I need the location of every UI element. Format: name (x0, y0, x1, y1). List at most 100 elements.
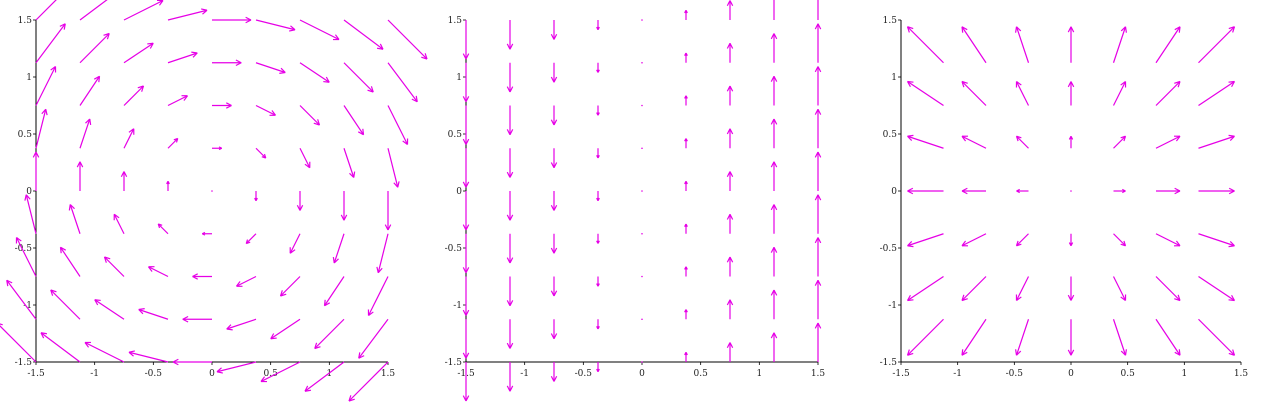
vector-arrow (726, 0, 734, 20)
y-tick-label: 1.5 (18, 16, 33, 26)
vector-arrow (384, 191, 392, 231)
x-tick-label: 0.5 (694, 369, 709, 379)
vector-arrow (192, 273, 212, 280)
vector-arrow (506, 62, 514, 93)
vector-arrow (906, 26, 944, 64)
vector-arrow (641, 361, 643, 363)
vector-arrow (255, 104, 276, 116)
vector-arrow (726, 256, 734, 277)
vector-arrow (814, 66, 822, 106)
vector-arrow (462, 362, 470, 402)
vector-arrow (726, 213, 734, 234)
vector-arrow (343, 62, 374, 93)
vector-arrow (506, 20, 514, 50)
vector-arrow (596, 276, 600, 287)
y-tick-label: 0 (891, 187, 897, 197)
vector-arrow (550, 276, 558, 297)
vector-arrow (1015, 233, 1029, 247)
vector-arrow (299, 105, 321, 126)
vector-arrow (167, 8, 208, 21)
vector-arrow (462, 319, 470, 359)
vector-arrow (172, 358, 212, 366)
vector-arrow (255, 19, 296, 32)
vector-arrow (148, 266, 169, 278)
vector-arrow (641, 61, 643, 64)
vector-arrow (684, 351, 688, 362)
vector-arrow (1068, 135, 1074, 149)
vector-arrow (641, 147, 643, 150)
vector-arrow (348, 361, 389, 402)
vector-arrow (1067, 319, 1075, 356)
vector-arrow (684, 95, 688, 106)
vector-arrow (961, 318, 987, 356)
vector-arrow (50, 289, 81, 320)
vector-arrow (323, 276, 345, 307)
vector-arrow (24, 194, 37, 234)
vector-arrow (32, 151, 40, 191)
vector-arrow (76, 161, 84, 191)
x-tick-label: -1.5 (27, 369, 45, 379)
vector-arrow (1015, 135, 1029, 149)
vector-arrow (961, 233, 987, 247)
vector-arrow (123, 128, 135, 149)
vector-arrow (212, 16, 252, 24)
vector-arrow (506, 233, 514, 264)
vector-arrow (212, 59, 242, 67)
vector-arrow (157, 223, 169, 235)
x-tick-label: -0.5 (1006, 369, 1024, 379)
vector-arrow (684, 266, 688, 277)
vector-arrow (226, 318, 257, 331)
vector-arrow (1155, 80, 1181, 106)
vector-arrow (684, 9, 688, 20)
vector-arrow (1067, 81, 1075, 106)
vector-arrow (167, 51, 198, 64)
vector-arrow (1016, 188, 1029, 194)
x-tick-label: 0.5 (1121, 369, 1136, 379)
vector-arrow (6, 279, 37, 320)
radial-field-plot: -1.5 -1 -0.5 0 0.5 1 1.5 1.5 1 0.5 0 -0.5 -1 -1.5 (880, 16, 1249, 379)
vector-arrow (35, 0, 57, 21)
vector-arrow (684, 180, 688, 191)
x-tick-label: -1 (90, 369, 99, 379)
vector-arrow (773, 0, 775, 20)
vector-arrow (462, 20, 470, 60)
vector-arrow (726, 342, 734, 362)
vector-arrow (684, 138, 688, 149)
vector-arrow (358, 318, 389, 359)
vector-arrow (550, 20, 558, 40)
vector-arrow (1155, 318, 1181, 356)
y-tick-label: 0 (456, 187, 462, 197)
vector-arrow (254, 191, 258, 202)
vector-arrow (1112, 319, 1127, 356)
vector-arrow (814, 23, 822, 63)
vector-arrow (1070, 190, 1072, 192)
vector-arrow (907, 187, 944, 195)
vector-arrow (1198, 233, 1235, 248)
vector-arrow (279, 276, 301, 297)
vector-arrow (770, 289, 778, 320)
y-tick-label: 0.5 (18, 130, 33, 140)
vector-arrow (167, 95, 188, 107)
y-tick-label: 0.5 (448, 130, 463, 140)
vector-arrow (0, 323, 37, 363)
vector-arrow (1113, 188, 1126, 194)
x-tick-label: 1 (1181, 369, 1187, 379)
vector-arrow (726, 42, 734, 63)
vector-arrow (641, 190, 643, 192)
vector-arrow (1156, 187, 1181, 195)
y-tick-label: 0.5 (883, 130, 898, 140)
vector-arrow (216, 361, 257, 374)
vector-arrow (506, 276, 514, 307)
vector-arrow (596, 191, 600, 202)
vector-arrow (211, 190, 213, 192)
vector-arrow (1112, 276, 1127, 301)
vector-arrow (770, 204, 778, 234)
y-tick-label: 1.5 (448, 16, 463, 26)
vector-arrow (123, 42, 154, 64)
vector-arrow (907, 134, 944, 149)
vector-arrow (596, 62, 600, 73)
vector-arrow (462, 276, 470, 316)
y-tick-label: -1.5 (880, 358, 898, 368)
y-tick-label: 0 (26, 187, 32, 197)
vector-arrow (103, 256, 125, 277)
